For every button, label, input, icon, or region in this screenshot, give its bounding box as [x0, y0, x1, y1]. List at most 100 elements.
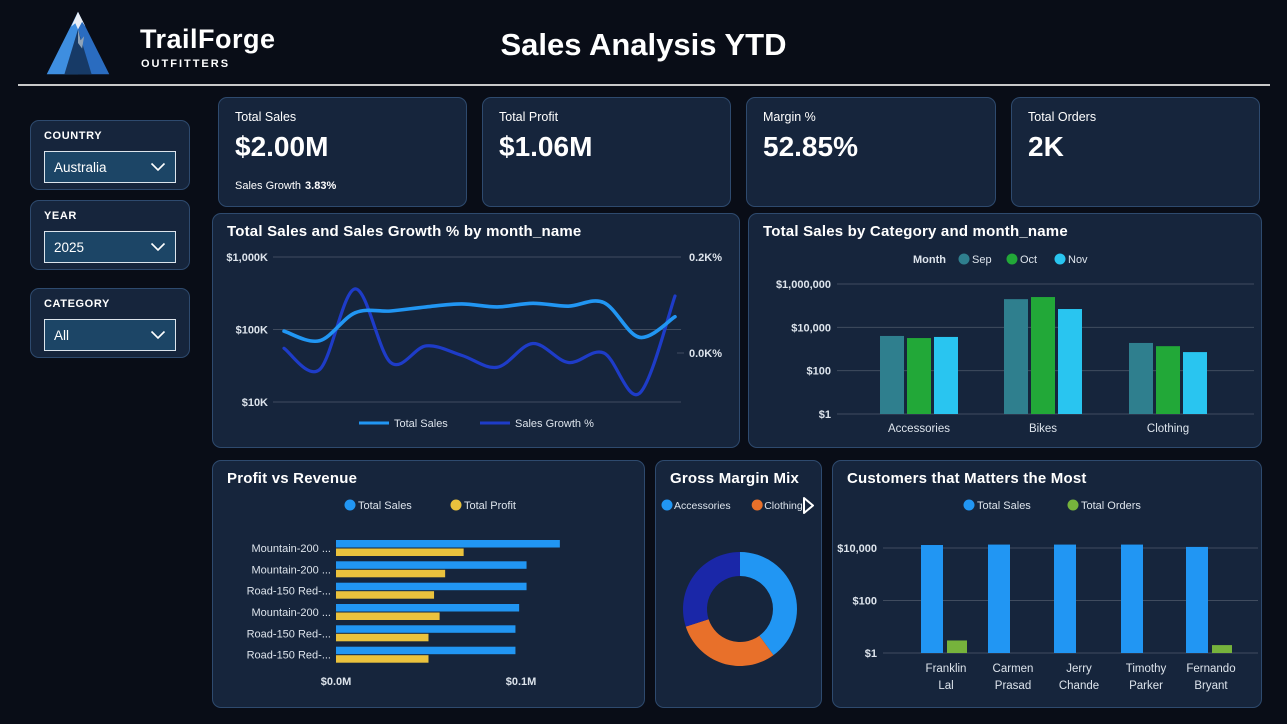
bar-total-sales[interactable]: [988, 544, 1010, 653]
hbar-total-profit[interactable]: [336, 591, 435, 599]
slicer-year: YEAR 2025: [30, 200, 190, 270]
bar-total-orders[interactable]: [1212, 645, 1232, 653]
x-axis-category-label: Timothy: [1126, 663, 1167, 675]
legend-dot: [344, 499, 356, 511]
hbar-total-sales[interactable]: [336, 625, 516, 633]
slicer-category: CATEGORY All: [30, 288, 190, 358]
axis-label: $0.1M: [506, 676, 537, 688]
page-title: Sales Analysis YTD: [500, 27, 787, 62]
hbar-total-profit[interactable]: [336, 612, 440, 621]
bar-total-sales[interactable]: [1121, 544, 1143, 653]
legend-next-icon[interactable]: [803, 497, 814, 514]
y-axis-category-label: Road-150 Red-...: [247, 628, 331, 640]
category-bar-chart-canvas: $1,000,000 $10,000 $100 $1 Month Sep Oct Nov Acc…: [776, 253, 1254, 435]
hbar-total-profit[interactable]: [336, 655, 429, 663]
bar-total-orders[interactable]: [947, 640, 967, 653]
axis-label: $100: [853, 596, 877, 608]
x-axis-category-label: Bikes: [1029, 423, 1057, 435]
brand-subtitle: OUTFITTERS: [141, 58, 231, 70]
legend-item: Sales Growth %: [515, 418, 594, 430]
year-select-value: 2025: [54, 239, 85, 255]
year-select[interactable]: 2025: [44, 231, 176, 263]
profit-revenue-chart-canvas: Total Sales Total Profit Mountain-200 ... M…: [247, 499, 560, 688]
legend-dot: [1067, 499, 1079, 511]
x-axis-category-label: Clothing: [1147, 423, 1189, 435]
customers-chart-canvas: $10,000 $100 $1 Total Sales Total Orders Fran…: [837, 499, 1258, 692]
donut-slice-other[interactable]: [683, 552, 740, 627]
kpi-label: Total Sales: [235, 110, 297, 124]
kpi-card-total-sales: Total Sales $2.00M Sales Growth 3.83%: [218, 97, 467, 207]
bar-nov-bikes[interactable]: [1058, 309, 1082, 414]
legend-item: Clothing: [764, 500, 803, 512]
bar-total-sales[interactable]: [1186, 546, 1208, 653]
axis-label: $1: [865, 648, 877, 660]
legend-item: Oct: [1020, 254, 1037, 266]
hbar-total-profit[interactable]: [336, 569, 446, 578]
legend-item: Total Profit: [464, 500, 516, 512]
x-axis-category-label: Franklin: [926, 663, 967, 675]
country-select[interactable]: Australia: [44, 151, 176, 183]
legend-dot: [1054, 253, 1066, 265]
sales-growth-line[interactable]: [282, 287, 677, 397]
bar-sep-accessories[interactable]: [880, 335, 904, 414]
donut-slice-clothing[interactable]: [685, 619, 774, 666]
panel-title: Total Sales by Category and month_name: [763, 223, 1068, 240]
hbar-total-sales[interactable]: [336, 646, 516, 655]
kpi-label: Margin %: [763, 110, 816, 124]
bar-total-sales[interactable]: [921, 545, 943, 653]
axis-label: 0.0K%: [689, 348, 722, 360]
bar-total-sales[interactable]: [1054, 544, 1076, 653]
legend-dot: [661, 499, 673, 511]
kpi-card-total-orders: Total Orders 2K: [1011, 97, 1260, 207]
line-chart-canvas: $1,000K $100K $10K 0.2K% 0.0K% Total Sales Sal…: [226, 252, 722, 430]
axis-label: $10,000: [791, 322, 831, 334]
legend-item: Sep: [972, 254, 992, 266]
chevron-down-icon: [150, 162, 166, 172]
legend-item: Total Sales: [394, 418, 448, 430]
legend-item: Total Orders: [1081, 500, 1141, 512]
y-axis-category-label: Road-150 Red-...: [247, 586, 331, 598]
bar-nov-accessories[interactable]: [934, 336, 958, 414]
total-sales-line[interactable]: [282, 299, 677, 344]
kpi-sub-value: 3.83%: [305, 180, 337, 192]
donut-slice-accessories[interactable]: [740, 552, 797, 656]
axis-label: $1: [819, 409, 831, 421]
slicer-country-label: COUNTRY: [44, 130, 103, 142]
kpi-value: $2.00M: [235, 131, 329, 162]
kpi-card-total-profit: Total Profit $1.06M: [482, 97, 731, 207]
bar-oct-clothing[interactable]: [1156, 346, 1180, 414]
hbar-total-profit[interactable]: [336, 633, 429, 642]
x-axis-category-label: Prasad: [995, 680, 1031, 692]
bar-oct-accessories[interactable]: [907, 338, 931, 414]
chevron-down-icon: [150, 330, 166, 340]
y-axis-category-label: Road-150 Red-...: [247, 650, 331, 662]
slicer-year-label: YEAR: [44, 210, 77, 222]
kpi-label: Total Profit: [499, 110, 559, 124]
donut-chart-canvas: Accessories Clothing: [661, 497, 814, 666]
hbar-total-profit[interactable]: [336, 548, 464, 557]
hbar-total-sales[interactable]: [336, 540, 560, 548]
bar-nov-clothing[interactable]: [1183, 352, 1207, 414]
panel-title: Profit vs Revenue: [227, 470, 358, 487]
bar-sep-clothing[interactable]: [1129, 342, 1153, 414]
y-axis-category-label: Mountain-200 ...: [252, 543, 332, 555]
axis-label: $100K: [236, 325, 268, 337]
kpi-value: $1.06M: [499, 131, 593, 162]
panel-category-bar-chart: Total Sales by Category and month_name $…: [748, 213, 1262, 448]
slicer-country: COUNTRY Australia: [30, 120, 190, 190]
panel-title: Gross Margin Mix: [670, 470, 800, 487]
x-axis-category-label: Lal: [938, 680, 953, 692]
legend-title: Month: [913, 254, 946, 266]
hbar-total-sales[interactable]: [336, 604, 520, 612]
x-axis-category-label: Parker: [1129, 680, 1163, 692]
bar-oct-bikes[interactable]: [1031, 297, 1055, 414]
hbar-total-sales[interactable]: [336, 582, 527, 591]
kpi-value: 2K: [1028, 131, 1064, 162]
header-divider: [18, 84, 1270, 86]
x-axis-category-label: Jerry: [1066, 663, 1092, 675]
bar-sep-bikes[interactable]: [1004, 299, 1028, 414]
legend-dot: [963, 499, 975, 511]
category-select[interactable]: All: [44, 319, 176, 351]
hbar-total-sales[interactable]: [336, 561, 527, 569]
